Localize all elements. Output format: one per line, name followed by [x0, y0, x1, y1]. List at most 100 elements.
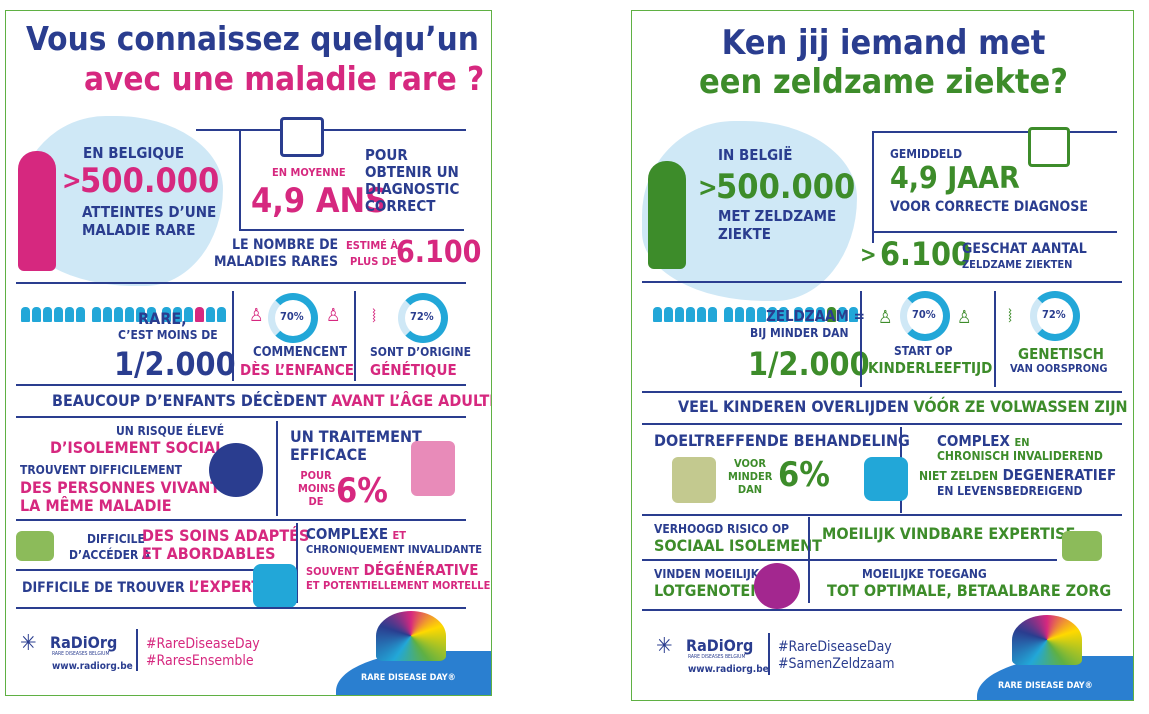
poster-dutch: Ken jij iemand met een zeldzame ziekte? … [631, 10, 1134, 701]
belgium-label: IN BELGIË [718, 146, 793, 164]
child-icon: ♙ [326, 305, 341, 326]
pct-6: 6% [778, 455, 830, 495]
gt-sign-2: > [860, 243, 877, 268]
rare-disease-day-label: RARE DISEASE DAY® [998, 681, 1093, 691]
gt-sign: > [62, 166, 82, 196]
diagnostic-label: DIAGNOSTIC [365, 180, 460, 198]
calendar-icon [280, 117, 324, 157]
children-die-text: VEEL KINDEREN OVERLIJDEN VÓÓR ZE VOLWASS… [678, 397, 1128, 416]
ring-72-icon [1030, 291, 1080, 341]
find-label: TROUVENT DIFFICILEMENT [20, 463, 182, 477]
treatment-label: DOELTREFFENDE BEHANDELING [654, 431, 910, 450]
wallet-icon [1062, 531, 1102, 561]
peers-label: LOTGENOTEN [654, 581, 763, 600]
org-name: RaDiOrg [686, 636, 754, 655]
dna-icon: ⧘ [1008, 303, 1013, 327]
estimate-label-2: PLUS DE [350, 255, 397, 268]
rare-disease-day-label: RARE DISEASE DAY® [361, 673, 456, 683]
persons-label-2: LA MÊME MALADIE [20, 496, 172, 515]
treatment-label-1: UN TRAITEMENT [290, 427, 422, 446]
chronic-label: CHRONISCH INVALIDEREND [937, 449, 1103, 463]
pct-70: 70% [280, 310, 304, 323]
gt-sign: > [698, 173, 718, 203]
access-label: MOEILIJKE TOEGANG [862, 567, 987, 581]
persons-label-1: DES PERSONNES VIVANT [20, 478, 221, 497]
child-icon: ♙ [878, 307, 893, 328]
number-label-2: MALADIES RARES [214, 254, 339, 270]
org-url: www.radiorg.be [52, 661, 133, 672]
years-value: 4,9 JAAR [890, 161, 1020, 196]
start-label: START OP [894, 344, 953, 358]
pill-bottle-icon [411, 441, 455, 496]
org-subtitle: RARE DISEASES BELGIUM [688, 654, 746, 660]
hashtag-2: #SamenZeldzaam [778, 656, 895, 672]
belgium-sub-1: MET ZELDZAME [718, 207, 837, 225]
people-grid-icon [20, 293, 227, 326]
fatal-label: ET POTENTIELLEMENT MORTELLE [306, 579, 491, 592]
for-less-2: MINDER [728, 470, 773, 483]
wallet-icon [16, 531, 54, 561]
title-line-2: avec une maladie rare ? [84, 59, 485, 98]
complex-line: COMPLEXE ET [306, 525, 406, 543]
org-name: RaDiOrg [50, 633, 118, 652]
obtain-label: OBTENIR UN [365, 163, 459, 181]
disease-count: 6.100 [880, 235, 972, 273]
belgium-number: 500.000 [80, 161, 220, 201]
expertise-label: MOEILIJK VINDBARE EXPERTISE [822, 524, 1076, 543]
rare-sub: C’EST MOINS DE [118, 328, 218, 342]
correct-label: CORRECT [365, 197, 436, 215]
hashtag-1: #RareDiseaseDay [778, 639, 892, 655]
disease-count: 6.100 [396, 235, 482, 270]
life-threat-label: EN LEVENSBEDREIGEND [937, 484, 1083, 498]
question-icon [253, 564, 297, 608]
for-less-3: DAN [737, 483, 763, 496]
pct-72: 72% [1042, 308, 1066, 321]
rare-label: RARE, [138, 309, 187, 328]
person-icon [648, 161, 686, 269]
risk-label: VERHOOGD RISICO OP [654, 522, 790, 536]
pill-bottle-icon [672, 457, 716, 503]
expertise-line: DIFFICILE DE TROUVER L’EXPERTISE [22, 577, 287, 596]
calendar-icon [1028, 127, 1070, 167]
hands-icon [754, 563, 800, 609]
ratio-value: 1/2.000 [748, 345, 870, 383]
belgium-sub-1: ATTEINTES D’UNE [82, 203, 217, 221]
for-less-2: MOINS [298, 482, 336, 495]
estimate-label-1: GESCHAT AANTAL [962, 241, 1087, 257]
belgium-number: 500.000 [716, 167, 856, 207]
chronic-label: CHRONIQUEMENT INVALIDANTE [306, 543, 483, 556]
pct-6: 6% [336, 471, 388, 511]
find-label: VINDEN MOEILIJK [654, 567, 760, 581]
org-subtitle: RARE DISEASES BELGIUM [52, 651, 110, 657]
genetic-label: GÉNÉTIQUE [370, 361, 457, 379]
average-label: GEMIDDELD [890, 147, 963, 161]
hashtag-2: #RaresEnsemble [146, 653, 254, 669]
average-label: EN MOYENNE [272, 166, 346, 179]
question-icon [864, 457, 908, 501]
risk-label: UN RISQUE ÉLEVÉ [116, 424, 225, 438]
radiorg-logo-icon: ✳ [656, 634, 673, 659]
ring-70-icon [268, 293, 318, 343]
ratio-value: 1/2.000 [114, 345, 236, 383]
years-value: 4,9 ANS [251, 181, 388, 221]
childhood-label: DÈS L’ENFANCE [240, 361, 354, 379]
belgium-label: EN BELGIQUE [83, 144, 185, 162]
access-label: D’ACCÉDER À [69, 548, 151, 562]
childhood-label: KINDERLEEFTIJD [868, 359, 993, 377]
title-line-2: een zeldzame ziekte? [698, 62, 1069, 102]
for-less-1: VOOR [734, 457, 766, 470]
pct-70: 70% [912, 308, 936, 321]
child-icon: ♙ [957, 307, 972, 328]
number-label-1: LE NOMBRE DE [232, 237, 339, 253]
estimate-label-1: ESTIMÉ À [346, 239, 399, 252]
child-icon: ♙ [249, 305, 264, 326]
poster-french: Vous connaissez quelqu’un avec une malad… [5, 10, 492, 696]
rare-label: ZELDZAAM = [766, 307, 865, 325]
origin-label: VAN OORSPRONG [1010, 362, 1108, 375]
ring-70-icon [900, 291, 950, 341]
title-line-1: Ken jij iemand met [721, 23, 1046, 63]
hands-logo-icon [376, 611, 446, 661]
origin-label: SONT D’ORIGINE [370, 345, 471, 359]
title-line-1: Vous connaissez quelqu’un [26, 19, 479, 58]
care-label-2: ET ABORDABLES [142, 544, 276, 563]
